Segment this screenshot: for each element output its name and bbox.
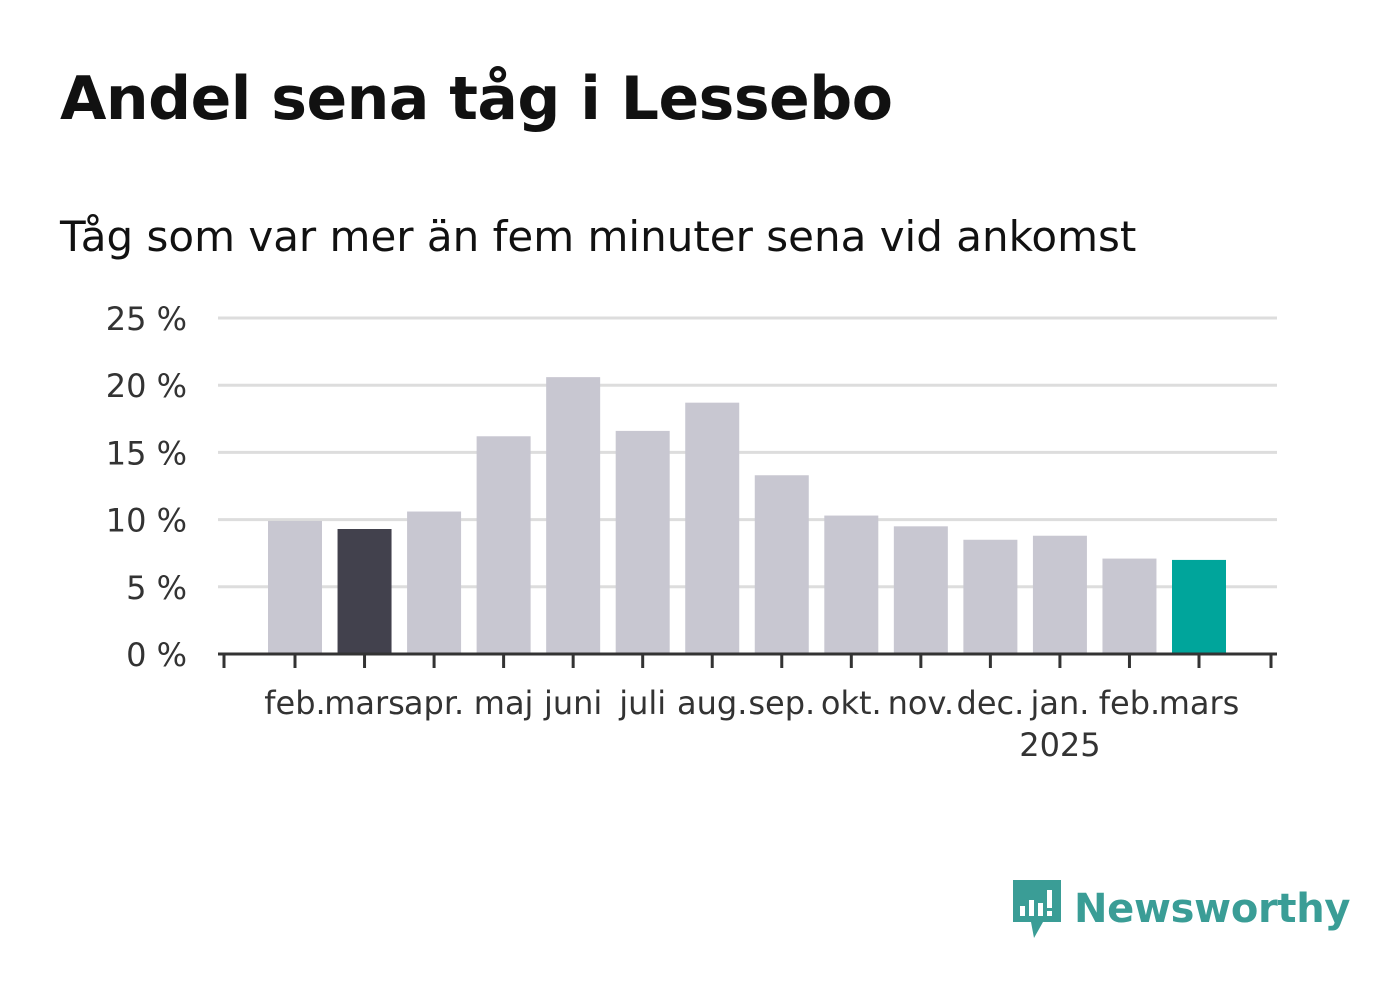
bar <box>1172 559 1226 654</box>
bar <box>476 436 531 654</box>
bar <box>407 511 462 654</box>
x-tick-label: sep. <box>748 684 815 722</box>
bar <box>1102 558 1157 654</box>
x-year-label: 2025 <box>1019 726 1100 764</box>
x-tick-label: dec. <box>957 684 1025 722</box>
bar <box>824 515 879 654</box>
x-tick-label: apr. <box>404 684 464 722</box>
x-tick-labels: feb.mars apr. maj juni juli aug. sep. okt. nov. d… <box>264 684 1239 764</box>
y-tick-labels: 0 % 5 % 10 % 15 % 20 % 25 % <box>106 300 187 674</box>
x-axis <box>218 652 1277 668</box>
bar <box>1032 535 1087 654</box>
chart-subtitle: Tåg som var mer än fem minuter sena vid … <box>60 212 1137 261</box>
bar <box>268 520 322 654</box>
newsworthy-logo-icon <box>1013 880 1061 938</box>
y-tick-label: 15 % <box>106 434 187 472</box>
x-tick-label: maj <box>474 684 534 722</box>
x-tick-label: mars <box>1159 684 1240 722</box>
brand-logo: Newsworthy <box>1010 878 1351 940</box>
y-tick-label: 20 % <box>106 367 187 405</box>
bar <box>615 430 670 654</box>
x-tick-label: okt. <box>821 684 882 722</box>
bar <box>546 377 601 654</box>
bar <box>685 402 740 654</box>
grid-lines <box>218 316 1277 589</box>
x-tick-label: jan. <box>1029 684 1089 722</box>
x-tick-label: mars <box>324 684 405 722</box>
x-tick-label: feb. <box>264 684 325 722</box>
bars <box>268 377 1226 654</box>
x-tick-label: aug. <box>677 684 747 722</box>
x-tick-label: feb. <box>1099 684 1160 722</box>
x-tick-label: juni <box>543 684 602 722</box>
y-tick-label: 5 % <box>126 569 187 607</box>
y-tick-label: 10 % <box>106 502 187 540</box>
chart-title: Andel sena tåg i Lessebo <box>60 64 893 134</box>
bar <box>893 526 948 654</box>
bar <box>754 475 809 654</box>
y-tick-label: 0 % <box>126 636 187 674</box>
brand-name: Newsworthy <box>1074 886 1351 932</box>
bar <box>963 539 1018 654</box>
x-tick-label: nov. <box>888 684 954 722</box>
y-tick-label: 25 % <box>106 300 187 338</box>
x-tick-label: juli <box>618 684 666 722</box>
bar <box>337 529 392 654</box>
